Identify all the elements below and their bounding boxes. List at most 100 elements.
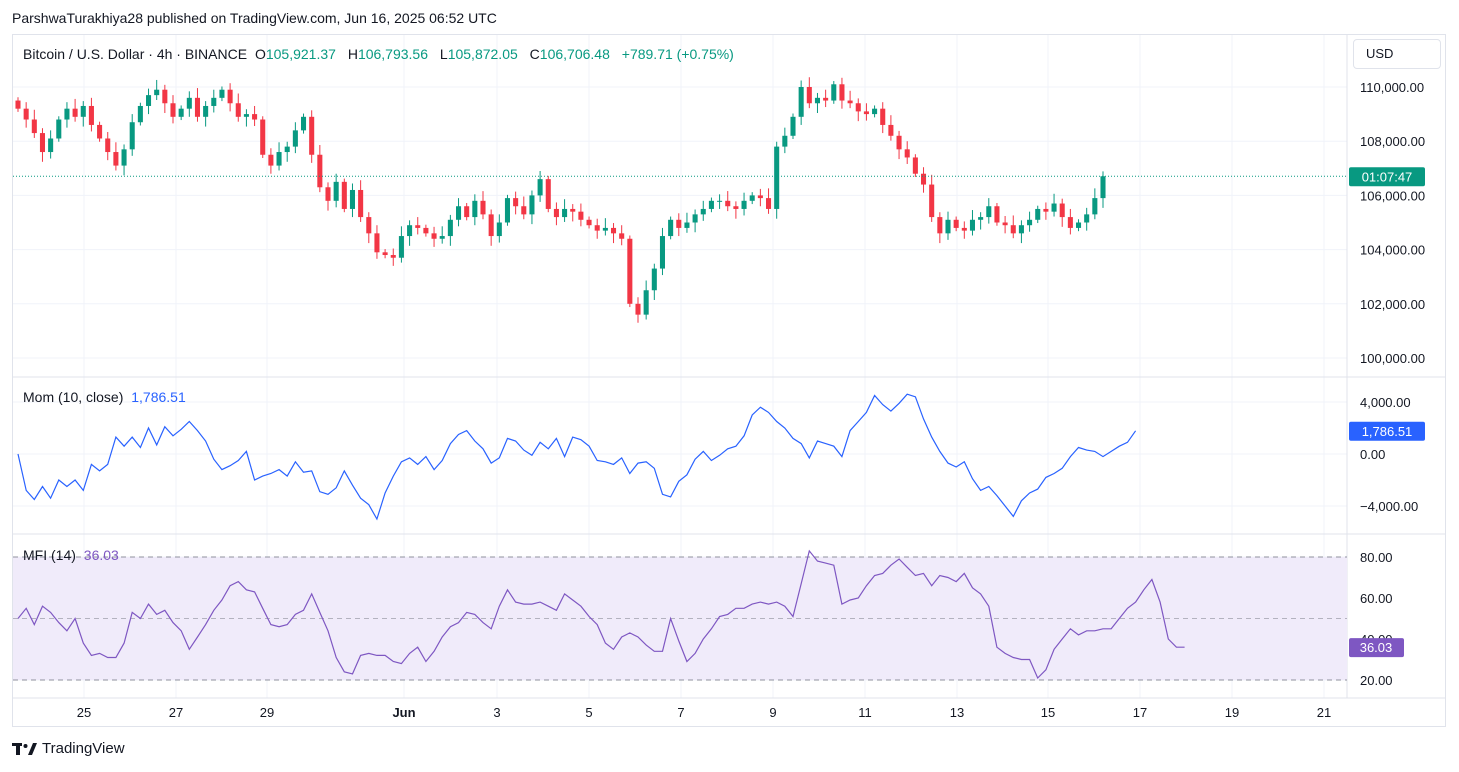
close-label: C xyxy=(529,46,540,62)
x-tick-label: 27 xyxy=(169,705,183,720)
candle-body xyxy=(627,238,633,304)
candle-body xyxy=(635,303,641,315)
candle-body xyxy=(300,116,307,131)
candle-body xyxy=(594,225,600,231)
candle-body xyxy=(464,206,470,218)
candle-body xyxy=(48,138,54,153)
candle-body xyxy=(137,105,143,123)
candle-body xyxy=(529,195,535,215)
candle-body xyxy=(659,236,666,269)
momentum-line xyxy=(17,393,1137,521)
publisher-line: ParshwaTurakhiya28 published on TradingV… xyxy=(12,10,497,26)
x-tick-label: 9 xyxy=(769,705,776,720)
mfi-tick-label: 20.00 xyxy=(1360,673,1393,688)
open-value: 105,921.37 xyxy=(265,46,336,62)
candle-body xyxy=(872,108,878,115)
candle-body xyxy=(920,173,927,185)
candle-body xyxy=(798,87,804,117)
low-label: L xyxy=(439,46,448,62)
candle-body xyxy=(757,195,763,199)
price-tick-label: 106,000.00 xyxy=(1360,188,1425,203)
x-tick-label: 25 xyxy=(77,705,91,720)
x-tick-label: 7 xyxy=(677,705,684,720)
candle-body xyxy=(325,187,331,201)
candle-body xyxy=(366,217,372,234)
candle-body xyxy=(472,200,478,218)
candle-body xyxy=(904,149,910,158)
candle-body xyxy=(423,227,429,234)
candle-body xyxy=(1010,225,1016,234)
open-label: O xyxy=(254,46,266,62)
candle-body xyxy=(1067,217,1073,228)
candle-body xyxy=(684,222,690,228)
candle-body xyxy=(333,181,339,201)
candle-body xyxy=(619,233,625,239)
countdown-tag xyxy=(1349,167,1425,187)
candle-body xyxy=(888,124,894,136)
candle-body xyxy=(896,135,902,150)
candle-body xyxy=(309,116,315,155)
mfi-tick-label: 80.00 xyxy=(1360,550,1393,565)
candle-body xyxy=(145,95,152,106)
candle-body xyxy=(358,189,364,218)
candle-body xyxy=(929,184,935,218)
candle-body xyxy=(700,208,706,215)
x-tick-label: 17 xyxy=(1133,705,1147,720)
momentum-legend: Mom (10, close) 1,786.51 xyxy=(23,389,190,405)
mfi-tick-label: 60.00 xyxy=(1360,591,1393,606)
candle-body xyxy=(480,200,486,215)
candle-body xyxy=(651,268,657,291)
candle-body xyxy=(121,149,127,166)
candle-body xyxy=(349,189,356,209)
candle-body xyxy=(733,206,739,209)
candle-body xyxy=(765,198,772,209)
candle-body xyxy=(105,138,111,153)
price-tick-label: 104,000.00 xyxy=(1360,243,1425,258)
candle-body xyxy=(994,206,1000,223)
candle-body xyxy=(806,87,812,104)
mfi-label[interactable]: MFI (14) xyxy=(23,547,76,563)
candle-body xyxy=(227,89,233,104)
x-tick-label: 21 xyxy=(1317,705,1331,720)
candle-body xyxy=(749,195,755,201)
candle-body xyxy=(407,225,413,237)
axis-labels-layer: 25 27 29 Jun 3 5 7 9 11 13 15 17 19 21 110,000.00 108,0… xyxy=(77,80,1425,720)
candle-body xyxy=(1084,214,1090,223)
currency-button[interactable]: USD xyxy=(1353,39,1441,69)
momentum-value: 1,786.51 xyxy=(131,389,186,405)
candle-body xyxy=(235,103,241,117)
mfi-legend: MFI (14) 36.03 xyxy=(23,547,123,563)
chart-frame[interactable] xyxy=(12,34,1446,727)
momentum-label[interactable]: Mom (10, close) xyxy=(23,389,124,405)
candle-body xyxy=(292,130,298,147)
mfi-last-label: 36.03 xyxy=(1360,640,1393,655)
x-tick-label: 11 xyxy=(858,705,872,720)
candle-body xyxy=(178,108,184,117)
symbol-title[interactable]: Bitcoin / U.S. Dollar · 4h · BINANCE xyxy=(23,46,248,62)
momentum-tick-label: 0.00 xyxy=(1360,447,1385,462)
momentum-tick-label: 4,000.00 xyxy=(1360,395,1411,410)
high-label: H xyxy=(347,46,358,62)
tradingview-icon xyxy=(12,742,37,755)
pane-separators xyxy=(13,35,1445,699)
candle-body xyxy=(774,146,780,209)
x-tick-label: 19 xyxy=(1225,705,1239,720)
candle-body xyxy=(1075,222,1082,228)
candle-body xyxy=(961,227,967,231)
x-tick-label: 15 xyxy=(1041,705,1055,720)
candle-body xyxy=(374,233,380,253)
candle-body xyxy=(194,97,201,117)
candle-body xyxy=(945,219,951,234)
candle-body xyxy=(88,105,94,125)
candle-body xyxy=(455,206,462,220)
high-value: 106,793.56 xyxy=(357,46,429,62)
candle-body xyxy=(782,135,788,147)
tradingview-logo[interactable]: TradingView xyxy=(12,740,125,757)
candle-body xyxy=(211,97,217,106)
candle-body xyxy=(56,119,62,139)
candle-body xyxy=(162,89,168,104)
x-tick-label: 13 xyxy=(950,705,964,720)
candle-body xyxy=(496,222,502,237)
candle-body xyxy=(398,236,404,258)
